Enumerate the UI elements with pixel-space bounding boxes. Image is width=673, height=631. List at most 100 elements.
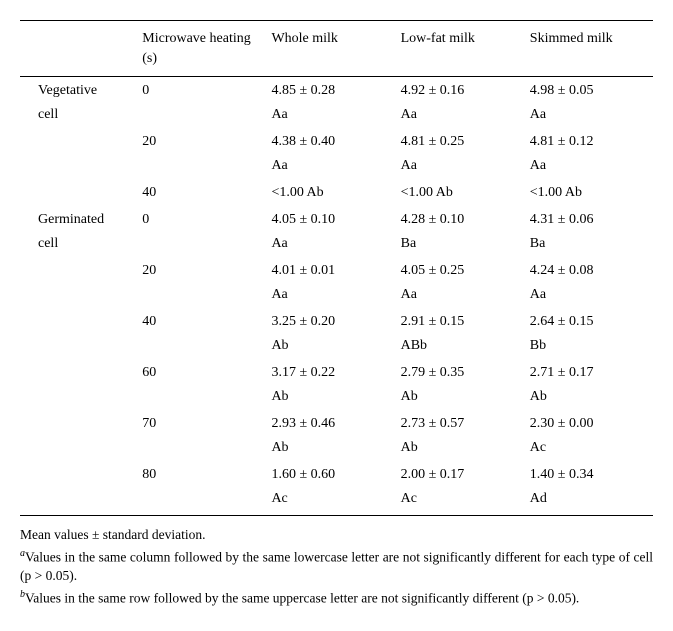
data-cell-sig: Aa: [524, 284, 653, 308]
data-cell-sig: Aa: [395, 104, 524, 128]
table-row: Germinated04.05 ± 0.104.28 ± 0.104.31 ± …: [20, 206, 653, 233]
data-cell-value: <1.00 Ab: [265, 179, 394, 206]
data-cell-value: 4.05 ± 0.25: [395, 257, 524, 284]
cell-type-label-2: [20, 386, 136, 410]
data-cell-value: 3.17 ± 0.22: [265, 359, 394, 386]
heating-blank: [136, 284, 265, 308]
data-cell-sig: Aa: [524, 104, 653, 128]
cell-type-label: [20, 128, 136, 155]
data-cell-value: 1.40 ± 0.34: [524, 461, 653, 488]
data-cell-sig: Aa: [265, 104, 394, 128]
heating-value: 0: [136, 206, 265, 233]
heating-blank: [136, 488, 265, 516]
cell-type-label-2: cell: [20, 233, 136, 257]
data-cell-value: 1.60 ± 0.60: [265, 461, 394, 488]
data-table: Microwave heating (s) Whole milk Low-fat…: [20, 20, 653, 516]
table-row: 702.93 ± 0.462.73 ± 0.572.30 ± 0.00: [20, 410, 653, 437]
data-cell-value: 4.81 ± 0.12: [524, 128, 653, 155]
data-cell-sig: Ab: [265, 335, 394, 359]
cell-type-label-2: [20, 155, 136, 179]
data-cell-value: 4.98 ± 0.05: [524, 77, 653, 105]
table-row-sig: AbAbAb: [20, 386, 653, 410]
heating-blank: [136, 335, 265, 359]
heating-blank: [136, 386, 265, 410]
table-row: 801.60 ± 0.602.00 ± 0.171.40 ± 0.34: [20, 461, 653, 488]
data-cell-value: 4.01 ± 0.01: [265, 257, 394, 284]
data-cell-sig: Ab: [265, 386, 394, 410]
cell-type-label: Germinated: [20, 206, 136, 233]
data-cell-sig: Ab: [395, 386, 524, 410]
table-row-sig: cellAaAaAa: [20, 104, 653, 128]
table-row: Vegetative04.85 ± 0.284.92 ± 0.164.98 ± …: [20, 77, 653, 105]
table-row: 204.38 ± 0.404.81 ± 0.254.81 ± 0.12: [20, 128, 653, 155]
heating-blank: [136, 233, 265, 257]
col-header-cell: [20, 21, 136, 77]
heating-value: 40: [136, 308, 265, 335]
heating-value: 20: [136, 128, 265, 155]
data-cell-sig: Ab: [524, 386, 653, 410]
data-cell-sig: Ac: [395, 488, 524, 516]
cell-type-label-2: [20, 284, 136, 308]
footnote-a-text: Values in the same column followed by th…: [20, 550, 653, 584]
footnotes: Mean values ± standard deviation. aValue…: [20, 526, 653, 609]
data-cell-sig: Aa: [395, 155, 524, 179]
cell-type-label: [20, 308, 136, 335]
table-body: Vegetative04.85 ± 0.284.92 ± 0.164.98 ± …: [20, 77, 653, 516]
data-cell-value: 4.24 ± 0.08: [524, 257, 653, 284]
footnote-mean: Mean values ± standard deviation.: [20, 526, 653, 545]
header-row: Microwave heating (s) Whole milk Low-fat…: [20, 21, 653, 77]
data-cell-value: 4.38 ± 0.40: [265, 128, 394, 155]
data-cell-sig: Ba: [524, 233, 653, 257]
footnote-a: aValues in the same column followed by t…: [20, 547, 653, 586]
table-row-sig: AcAcAd: [20, 488, 653, 516]
heating-blank: [136, 104, 265, 128]
cell-type-label: [20, 257, 136, 284]
data-cell-value: 2.71 ± 0.17: [524, 359, 653, 386]
data-cell-value: <1.00 Ab: [395, 179, 524, 206]
cell-type-label: [20, 179, 136, 206]
heating-value: 40: [136, 179, 265, 206]
cell-type-label: [20, 461, 136, 488]
heating-value: 60: [136, 359, 265, 386]
col-header-skimmed: Skimmed milk: [524, 21, 653, 77]
cell-type-label-2: cell: [20, 104, 136, 128]
heating-value: 70: [136, 410, 265, 437]
heating-value: 0: [136, 77, 265, 105]
data-cell-sig: Aa: [524, 155, 653, 179]
col-header-lowfat: Low-fat milk: [395, 21, 524, 77]
data-cell-sig: Ba: [395, 233, 524, 257]
cell-type-label-2: [20, 488, 136, 516]
cell-type-label-2: [20, 437, 136, 461]
table-row: 603.17 ± 0.222.79 ± 0.352.71 ± 0.17: [20, 359, 653, 386]
data-cell-value: 3.25 ± 0.20: [265, 308, 394, 335]
data-cell-value: 4.81 ± 0.25: [395, 128, 524, 155]
data-cell-value: 2.93 ± 0.46: [265, 410, 394, 437]
data-cell-value: 2.91 ± 0.15: [395, 308, 524, 335]
table-row-sig: AbAbAc: [20, 437, 653, 461]
footnote-b-text: Values in the same row followed by the s…: [25, 591, 579, 606]
table-row-sig: AaAaAa: [20, 155, 653, 179]
data-cell-value: <1.00 Ab: [524, 179, 653, 206]
data-cell-sig: Bb: [524, 335, 653, 359]
data-cell-sig: Aa: [265, 284, 394, 308]
col-header-heating: Microwave heating (s): [136, 21, 265, 77]
data-cell-value: 2.64 ± 0.15: [524, 308, 653, 335]
data-cell-sig: Aa: [395, 284, 524, 308]
data-cell-sig: Ab: [265, 437, 394, 461]
table-row-sig: AaAaAa: [20, 284, 653, 308]
data-cell-value: 4.31 ± 0.06: [524, 206, 653, 233]
data-cell-sig: Ab: [395, 437, 524, 461]
cell-type-label: [20, 410, 136, 437]
data-cell-value: 4.28 ± 0.10: [395, 206, 524, 233]
data-cell-value: 2.30 ± 0.00: [524, 410, 653, 437]
table-row-sig: AbABbBb: [20, 335, 653, 359]
col-header-whole: Whole milk: [265, 21, 394, 77]
data-cell-sig: ABb: [395, 335, 524, 359]
footnote-b: bValues in the same row followed by the …: [20, 588, 653, 608]
heating-value: 20: [136, 257, 265, 284]
data-cell-sig: Ad: [524, 488, 653, 516]
table-row-sig: cellAaBaBa: [20, 233, 653, 257]
data-cell-value: 2.73 ± 0.57: [395, 410, 524, 437]
data-cell-value: 2.00 ± 0.17: [395, 461, 524, 488]
data-cell-sig: Ac: [265, 488, 394, 516]
